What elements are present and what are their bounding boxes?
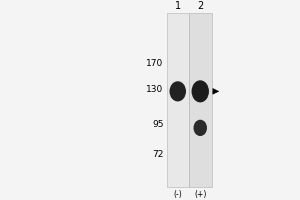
Text: 72: 72 xyxy=(152,150,164,159)
Bar xyxy=(167,13,189,187)
Text: 2: 2 xyxy=(197,1,203,11)
Ellipse shape xyxy=(194,120,207,136)
Text: 1: 1 xyxy=(175,1,181,11)
Ellipse shape xyxy=(192,80,209,102)
Text: 95: 95 xyxy=(152,120,164,129)
Text: 130: 130 xyxy=(146,85,164,94)
Bar xyxy=(189,13,212,187)
Text: (-): (-) xyxy=(173,190,182,199)
Text: 170: 170 xyxy=(146,59,164,68)
Text: (+): (+) xyxy=(194,190,206,199)
Ellipse shape xyxy=(169,81,186,101)
